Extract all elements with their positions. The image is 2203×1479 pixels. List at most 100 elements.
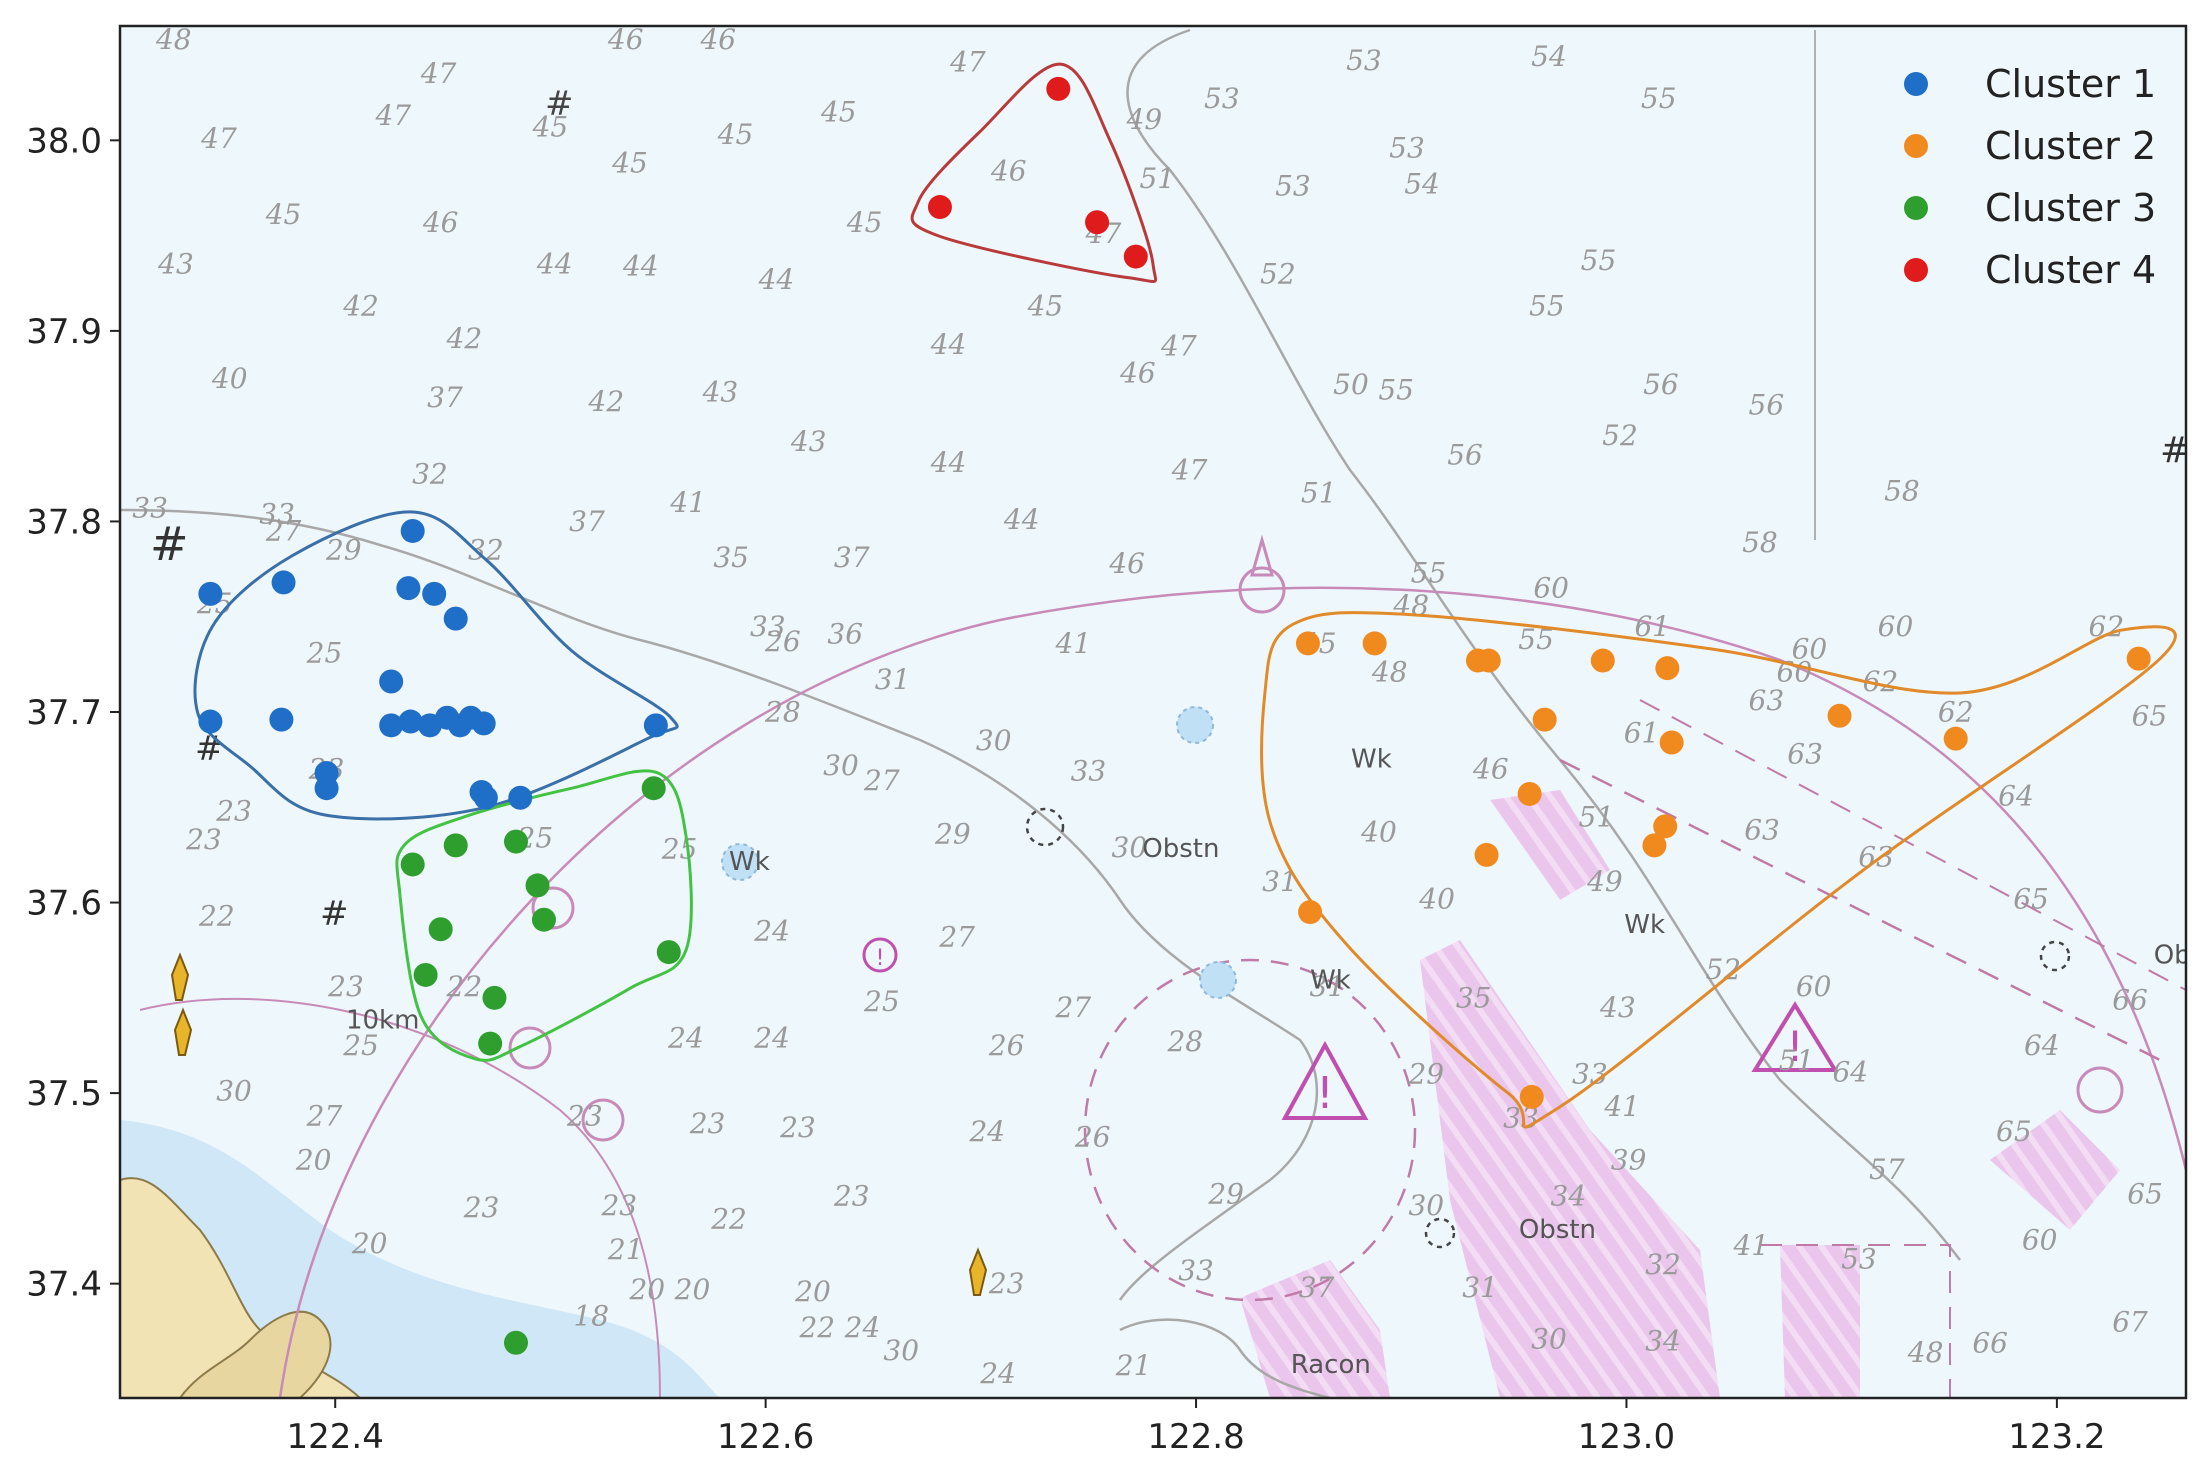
depth-sounding: 32 xyxy=(1645,1248,1681,1281)
depth-sounding: 47 xyxy=(1171,454,1208,487)
depth-sounding: 30 xyxy=(216,1075,252,1108)
depth-sounding: 23 xyxy=(833,1180,870,1213)
cluster-point xyxy=(1474,842,1499,867)
restricted-zone xyxy=(1490,790,1610,900)
cluster-point xyxy=(482,985,507,1010)
depth-sounding: 52 xyxy=(1602,419,1638,452)
depth-sounding: 30 xyxy=(1408,1189,1444,1222)
beacon-icon xyxy=(173,1007,193,1056)
x-axis: 122.4 122.6 122.8 123.0 123.2 xyxy=(287,1398,2106,1457)
depth-sounding: 27 xyxy=(306,1100,343,1133)
svg-text:!: ! xyxy=(1787,1022,1804,1071)
depth-sounding: 33 xyxy=(1178,1254,1214,1287)
depth-sounding: 57 xyxy=(1869,1153,1905,1186)
depth-sounding: 29 xyxy=(934,817,971,850)
depth-sounding: 25 xyxy=(306,636,343,669)
chart-annotation: Wk xyxy=(1624,910,1665,940)
depth-sounding: 22 xyxy=(710,1202,747,1235)
chart-annotation: Wk xyxy=(1310,965,1351,995)
beacon-icon xyxy=(170,952,190,1001)
cluster-point xyxy=(379,713,404,738)
cluster-point xyxy=(1362,631,1387,656)
cluster-hull xyxy=(395,769,693,1062)
range-arc xyxy=(139,997,661,1398)
depth-sounding: 29 xyxy=(1207,1178,1244,1211)
cluster-point xyxy=(643,713,668,738)
cluster-hull xyxy=(193,510,679,821)
depth-sounding: 45 xyxy=(1027,290,1064,323)
y-tick-label: 37.9 xyxy=(26,312,102,352)
depth-sounding: 31 xyxy=(1462,1271,1498,1304)
danger-circle xyxy=(1083,958,1417,1302)
depth-sounding: 44 xyxy=(930,446,967,479)
cluster-point xyxy=(379,669,404,694)
depth-sounding: 39 xyxy=(1611,1143,1647,1176)
cluster-point xyxy=(1123,244,1148,269)
depth-sounding: 27 xyxy=(265,515,302,548)
depth-sounding: 18 xyxy=(573,1300,609,1333)
depth-sounding: 45 xyxy=(820,95,857,128)
depth-sounding: 53 xyxy=(1275,170,1311,203)
x-tick-label: 122.4 xyxy=(287,1417,384,1457)
depth-sounding: 50 xyxy=(1333,368,1369,401)
depth-sounding: 46 xyxy=(1472,753,1509,786)
depth-sounding: 23 xyxy=(779,1111,816,1144)
x-tick-label: 122.8 xyxy=(1147,1417,1244,1457)
depth-sounding: 23 xyxy=(988,1267,1025,1300)
y-tick-label: 38.0 xyxy=(26,121,102,161)
depth-sounding: 23 xyxy=(215,795,252,828)
depth-sounding: 48 xyxy=(1371,656,1408,689)
depth-sounding: 27 xyxy=(863,764,900,797)
depth-sounding: 30 xyxy=(823,749,859,782)
depth-sounding: 47 xyxy=(200,122,237,155)
depth-sounding: 45 xyxy=(532,111,569,144)
depth-sounding: 65 xyxy=(2132,699,2168,732)
depth-sounding: 49 xyxy=(1586,865,1623,898)
depth-sounding: 63 xyxy=(1787,737,1823,770)
legend: Cluster 1 Cluster 2 Cluster 3 Cluster 4 xyxy=(1904,62,2156,292)
cluster-hull xyxy=(1260,611,2177,1129)
depth-sounding: 64 xyxy=(1998,779,2034,812)
cluster-point xyxy=(314,776,339,801)
depth-sounding: 52 xyxy=(1260,257,1296,290)
chart-annotation: Racon xyxy=(1291,1350,1371,1380)
depth-sounding: 30 xyxy=(976,724,1012,757)
cluster-point xyxy=(1590,648,1615,673)
legend-marker xyxy=(1904,72,1928,96)
depth-sounding: 24 xyxy=(753,1021,790,1054)
depth-sounding: 43 xyxy=(702,375,739,408)
x-tick-label: 122.6 xyxy=(717,1417,814,1457)
depth-sounding: 22 xyxy=(446,970,483,1003)
depth-sounding: 53 xyxy=(1204,82,1240,115)
y-tick-label: 37.7 xyxy=(26,693,102,733)
depth-sounding: 29 xyxy=(325,534,362,567)
cluster-point xyxy=(413,962,438,987)
depth-sounding: 37 xyxy=(834,541,870,574)
depth-sounding: 31 xyxy=(875,663,911,696)
depth-sounding: 53 xyxy=(1346,44,1382,77)
cluster-point xyxy=(1476,648,1501,673)
depth-sounding: 60 xyxy=(1878,610,1914,643)
depth-sounding: 37 xyxy=(569,505,605,538)
cluster-point xyxy=(1642,833,1667,858)
depth-sounding: 24 xyxy=(844,1311,881,1344)
depth-sounding: 65 xyxy=(1996,1115,2032,1148)
depth-sounding: 55 xyxy=(1529,290,1565,323)
legend-label: Cluster 1 xyxy=(1985,62,2156,106)
depth-sounding: 24 xyxy=(979,1357,1016,1390)
depth-sounding: 25 xyxy=(863,985,900,1018)
depth-sounding: 53 xyxy=(1841,1242,1877,1275)
depth-sounding: 23 xyxy=(689,1107,726,1140)
depth-sounding: 23 xyxy=(600,1189,637,1222)
cluster-point xyxy=(1532,707,1557,732)
legend-marker xyxy=(1904,196,1928,220)
depth-sounding: 46 xyxy=(990,154,1027,187)
depth-sounding: 58 xyxy=(1742,526,1778,559)
chart-annotations: Obstn Obstn Obstn Wk Wk Wk Wk 10km Racon xyxy=(346,744,2186,1380)
depth-sounding: 35 xyxy=(713,541,749,574)
wreck-marker xyxy=(1176,706,1214,744)
depth-sounding: 56 xyxy=(1749,389,1785,422)
restricted-zone xyxy=(1420,940,1720,1398)
depth-sounding: 24 xyxy=(667,1021,704,1054)
